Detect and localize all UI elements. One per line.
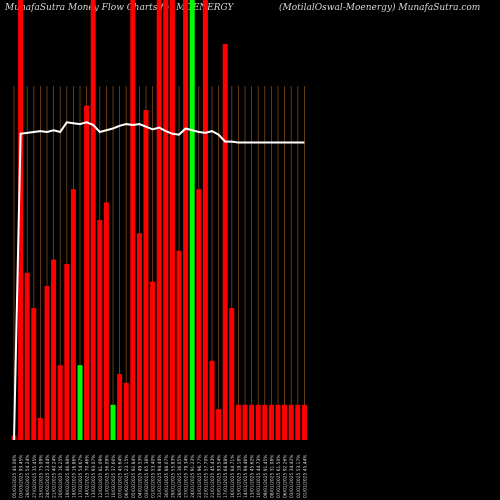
x-tick-label: 13/01/2025 45.62% [250, 455, 256, 498]
x-tick-label: 17/02/2025 54.67% [78, 455, 84, 498]
bar [275, 404, 281, 440]
bar [150, 281, 156, 440]
x-tick-label: 17/01/2025 68.88% [223, 455, 229, 498]
x-tick-label: 23/01/2025 96.77% [197, 455, 203, 498]
bar [249, 404, 255, 440]
money-flow-line [13, 121, 305, 441]
x-tick-label: 04/02/2025 49.53% [137, 455, 143, 498]
x-tick-label: 27/02/2025 35.45% [32, 455, 38, 498]
x-tick-label: 05/03/2025 40.06% [12, 455, 18, 498]
bar [90, 0, 96, 440]
bar [51, 259, 57, 440]
bar [209, 360, 215, 440]
bar [176, 250, 182, 440]
x-tick-label: 20/01/2025 93.54% [217, 455, 223, 498]
bar [282, 404, 288, 440]
x-tick-label: 10/01/2025 44.73% [256, 455, 262, 498]
x-tick-label: 01/01/2025 45.44% [302, 455, 308, 498]
bar [202, 0, 208, 440]
x-tick-labels: 05/03/2025 40.06% 03/03/2025 93.45% 28/02/… [12, 455, 308, 498]
x-tick-label: 19/02/2025 46.98% [65, 455, 71, 498]
x-tick-label: 15/01/2025 19.18% [236, 455, 242, 498]
x-tick-label: 05/02/2025 92.84% [131, 455, 137, 498]
x-tick-label: 09/01/2025 91.45% [263, 455, 269, 498]
bar [156, 0, 162, 440]
x-tick-label: 27/01/2025 79.34% [184, 455, 190, 498]
bar [24, 272, 30, 440]
x-tick-label: 08/01/2025 31.08% [269, 455, 275, 498]
x-tick-label: 24/01/2025 91.23% [190, 455, 196, 498]
bar [64, 264, 70, 440]
bar [242, 404, 248, 440]
bar [57, 365, 63, 440]
bar [84, 105, 90, 440]
x-tick-label: 25/02/2025 75.09% [38, 455, 44, 498]
bar [70, 189, 76, 440]
bar [123, 382, 129, 440]
bar [136, 233, 142, 440]
chart-subtitle: (MotilalOswal-Moenergy) MunafaSutra.com [279, 3, 481, 13]
x-tick-label: 13/02/2025 93.07% [91, 455, 97, 498]
bars [11, 0, 307, 440]
x-tick-label: 12/02/2025 81.09% [98, 455, 104, 498]
x-tick-label: 31/01/2025 94.44% [157, 455, 163, 498]
x-tick-label: 06/02/2025 23.15% [124, 455, 130, 498]
x-tick-label: 03/02/2025 65.38% [144, 455, 150, 498]
x-tick-label: 21/01/2025 45.43% [210, 455, 216, 498]
bar [222, 44, 228, 440]
bar [44, 286, 50, 440]
x-tick-label: 29/01/2025 55.83% [170, 455, 176, 498]
x-tick-label: 14/01/2025 94.46% [243, 455, 249, 498]
x-tick-label: 03/03/2025 93.45% [19, 455, 25, 498]
bar [301, 404, 307, 440]
bar [77, 365, 83, 440]
bar [235, 404, 241, 440]
bar [130, 0, 136, 440]
bar [189, 0, 195, 440]
money-flow-line-path [13, 121, 305, 441]
bar [97, 220, 103, 440]
bar [255, 404, 261, 440]
bar [196, 189, 202, 440]
bar [110, 404, 116, 440]
chart-title: MunafaSutra Money Flow Charts for MOENER… [5, 3, 234, 13]
x-tick-label: 22/01/2025 57.70% [203, 455, 209, 498]
bar [288, 404, 294, 440]
bar [169, 0, 175, 440]
bar [31, 308, 37, 440]
bar [183, 0, 189, 440]
x-tick-label: 14/02/2025 70.46% [85, 455, 91, 498]
x-tick-label: 16/01/2025 84.71% [230, 455, 236, 498]
x-tick-label: 30/01/2025 88.07% [164, 455, 170, 498]
bar [295, 404, 301, 440]
x-tick-label: 20/02/2025 16.25% [58, 455, 64, 498]
bar [268, 404, 274, 440]
bar [262, 404, 268, 440]
x-tick-label: 02/01/2025 53.17% [296, 455, 302, 498]
x-tick-label: 07/02/2025 45.64% [118, 455, 124, 498]
bar [37, 418, 43, 440]
x-tick-label: 24/02/2025 23.44% [45, 455, 51, 498]
bar [143, 110, 149, 440]
x-tick-label: 28/02/2025 54.24% [25, 455, 31, 498]
bar [103, 202, 109, 440]
x-tick-label: 10/02/2025 37.66% [111, 455, 117, 498]
x-tick-label: 28/01/2025 36.05% [177, 455, 183, 498]
x-tick-label: 07/01/2025 61.50% [276, 455, 282, 498]
bar [216, 409, 222, 440]
x-tick-label: 21/02/2025 40.24% [52, 455, 58, 498]
x-tick-label: 03/01/2025 34.42% [289, 455, 295, 498]
x-tick-label: 06/01/2025 92.26% [283, 455, 289, 498]
bar [229, 308, 235, 440]
bar [163, 0, 169, 440]
x-tick-label: 01/02/2025 53.40% [151, 455, 157, 498]
x-tick-label: 18/02/2025 16.86% [71, 455, 77, 498]
x-tick-label: 11/02/2025 56.09% [104, 455, 110, 498]
bar [117, 374, 123, 440]
bar [18, 0, 24, 440]
